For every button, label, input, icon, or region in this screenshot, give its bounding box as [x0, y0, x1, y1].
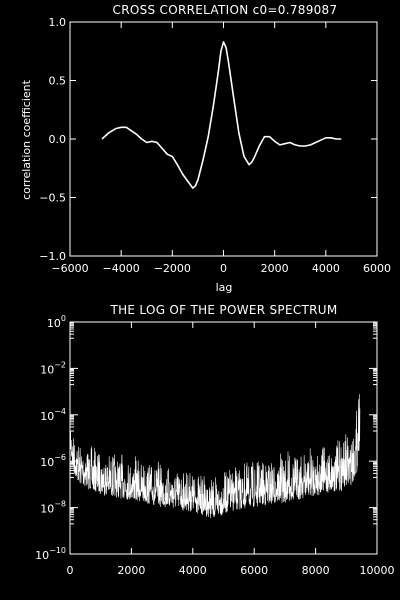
x-tick-label: −2000 — [154, 262, 191, 275]
x-tick-label: −6000 — [51, 262, 88, 275]
power-spectrum-chart: THE LOG OF THE POWER SPECTRUM 0 2000 4000 6… — [35, 303, 394, 577]
y-tick-label: 10−6 — [40, 453, 66, 469]
y-tick-label: 10−8 — [40, 500, 66, 516]
x-tick-label: 2000 — [261, 262, 289, 275]
y-tick-label: 0.5 — [49, 75, 67, 88]
x-tick-label: 0 — [220, 262, 227, 275]
x-tick-label: 8000 — [302, 564, 330, 577]
y-tick-label: 10−2 — [40, 360, 66, 376]
cross-correlation-x-ticks: −6000 −4000 −2000 0 2000 4000 6000 — [51, 22, 391, 275]
y-tick-label: 10−4 — [40, 407, 66, 423]
y-tick-label: 1.0 — [49, 16, 67, 29]
y-tick-label: 10−10 — [35, 546, 66, 562]
x-tick-label: 6000 — [240, 564, 268, 577]
y-tick-label: −0.5 — [39, 192, 66, 205]
power-spectrum-title: THE LOG OF THE POWER SPECTRUM — [109, 303, 337, 317]
cross-correlation-ylabel: correlation coefficient — [20, 79, 33, 200]
x-tick-label: −4000 — [103, 262, 140, 275]
x-tick-label: 0 — [67, 564, 74, 577]
cross-correlation-chart: CROSS CORRELATION c0=0.789087 −6000 −4000… — [20, 3, 391, 294]
cross-correlation-xlabel: lag — [216, 281, 233, 294]
x-tick-label: 2000 — [117, 564, 145, 577]
y-tick-label: 0.0 — [49, 133, 67, 146]
x-tick-label: 4000 — [179, 564, 207, 577]
power-spectrum-series-line — [69, 394, 361, 518]
x-tick-label: 4000 — [312, 262, 340, 275]
x-tick-label: 6000 — [363, 262, 391, 275]
x-tick-label: 10000 — [360, 564, 395, 577]
cross-correlation-y-ticks: −1.0 −0.5 0.0 0.5 1.0 — [39, 16, 377, 263]
y-tick-label: −1.0 — [39, 250, 66, 263]
cross-correlation-title: CROSS CORRELATION c0=0.789087 — [113, 3, 338, 17]
power-spectrum-x-ticks: 0 2000 4000 6000 8000 10000 — [67, 322, 395, 577]
y-tick-label: 100 — [47, 314, 66, 330]
cross-correlation-series-line — [101, 41, 342, 189]
